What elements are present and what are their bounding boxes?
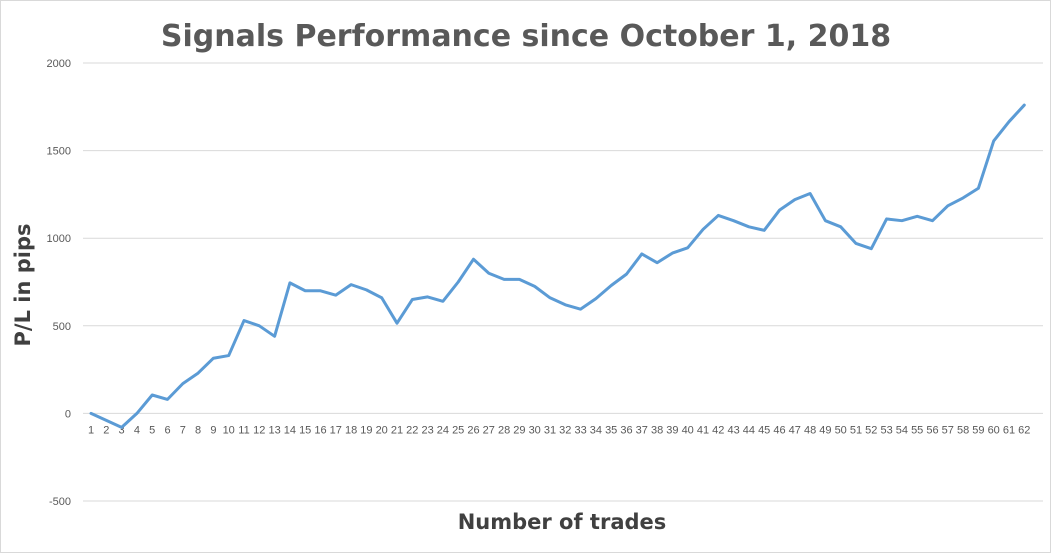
x-tick-label: 21 <box>391 424 403 436</box>
y-tick-label: 0 <box>65 408 71 420</box>
x-tick-label: 18 <box>345 424 357 436</box>
x-tick-label: 60 <box>988 424 1000 436</box>
x-tick-label: 25 <box>452 424 464 436</box>
y-axis-title: P/L in pips <box>11 224 35 347</box>
y-tick-label: -500 <box>49 496 71 508</box>
x-tick-label: 11 <box>238 424 249 436</box>
x-tick-label: 53 <box>880 424 892 436</box>
x-tick-label: 55 <box>911 424 923 436</box>
x-tick-label: 56 <box>926 424 938 436</box>
x-tick-label: 17 <box>330 424 342 436</box>
x-tick-label: 50 <box>835 424 847 436</box>
x-tick-label: 24 <box>437 424 449 436</box>
x-tick-label: 36 <box>620 424 632 436</box>
x-tick-label: 27 <box>483 424 495 436</box>
x-tick-label: 1 <box>88 424 94 436</box>
x-tick-label: 38 <box>651 424 663 436</box>
x-tick-label: 54 <box>896 424 908 436</box>
x-tick-label: 41 <box>697 424 709 436</box>
y-tick-label: 1000 <box>47 233 71 245</box>
x-tick-label: 30 <box>529 424 541 436</box>
series-line <box>89 103 1026 429</box>
x-tick-label: 5 <box>149 424 155 436</box>
x-tick-label: 46 <box>773 424 785 436</box>
x-tick-label: 3 <box>119 424 125 436</box>
x-tick-label: 62 <box>1018 424 1030 436</box>
x-tick-label: 45 <box>758 424 770 436</box>
x-tick-label: 19 <box>360 424 372 436</box>
y-tick-label: 500 <box>53 321 71 333</box>
x-tick-label: 51 <box>850 424 862 436</box>
y-tick-label: 1500 <box>47 146 71 158</box>
chart-title: Signals Performance since October 1, 201… <box>161 19 891 54</box>
x-tick-label: 10 <box>223 424 235 436</box>
x-tick-label: 9 <box>210 424 216 436</box>
x-tick-label: 8 <box>195 424 201 436</box>
x-tick-label: 16 <box>314 424 326 436</box>
x-tick-label: 43 <box>727 424 739 436</box>
x-tick-label: 28 <box>498 424 510 436</box>
x-tick-label: 59 <box>972 424 984 436</box>
x-tick-label: 47 <box>789 424 801 436</box>
x-tick-label: 33 <box>574 424 586 436</box>
x-tick-label: 20 <box>376 424 388 436</box>
x-tick-label: 7 <box>180 424 186 436</box>
x-tick-label: 58 <box>957 424 969 436</box>
x-tick-label: 40 <box>682 424 694 436</box>
x-tick-label: 35 <box>605 424 617 436</box>
x-tick-label: 32 <box>559 424 571 436</box>
x-tick-label: 23 <box>421 424 433 436</box>
x-tick-label: 14 <box>284 424 296 436</box>
x-tick-label: 6 <box>164 424 170 436</box>
x-tick-label: 31 <box>544 424 556 436</box>
x-tick-label: 4 <box>134 424 140 436</box>
x-tick-label: 37 <box>636 424 648 436</box>
x-axis-tick-labels: 1 2 3 4 5 6 7 8 9 10 11 12 13 14 15 16 17 18 19 20 21 22 23 24 2… <box>88 424 1030 436</box>
x-tick-label: 34 <box>590 424 602 436</box>
x-tick-label: 15 <box>299 424 311 436</box>
x-tick-label: 39 <box>666 424 678 436</box>
x-tick-label: 42 <box>712 424 724 436</box>
x-axis-title: Number of trades <box>458 510 667 534</box>
x-tick-label: 48 <box>804 424 816 436</box>
y-tick-label: 2000 <box>47 58 71 70</box>
x-tick-label: 12 <box>253 424 265 436</box>
x-tick-label: 26 <box>467 424 479 436</box>
x-tick-label: 57 <box>942 424 954 436</box>
x-tick-label: 29 <box>513 424 525 436</box>
x-tick-label: 13 <box>268 424 280 436</box>
series-layer <box>89 103 1026 429</box>
x-tick-label: 49 <box>819 424 831 436</box>
x-tick-label: 22 <box>406 424 418 436</box>
x-tick-label: 61 <box>1003 424 1015 436</box>
y-axis-tick-labels: -500 0 500 1000 1500 2000 <box>47 58 71 508</box>
x-tick-label: 2 <box>103 424 109 436</box>
x-tick-label: 44 <box>743 424 755 436</box>
x-tick-label: 52 <box>865 424 877 436</box>
